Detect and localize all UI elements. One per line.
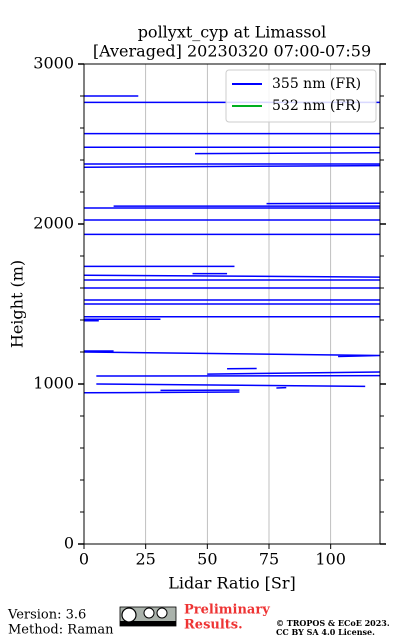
- legend-label: 532 nm (FR): [272, 98, 361, 114]
- copyright-text: © TROPOS & ECoE 2023.: [276, 618, 390, 628]
- chart-title: pollyxt_cyp at Limassol: [138, 23, 327, 42]
- cc-logo: [119, 606, 177, 627]
- y-tick-label: 0: [64, 534, 74, 553]
- legend-label: 355 nm (FR): [272, 76, 361, 92]
- x-axis-label: Lidar Ratio [Sr]: [168, 574, 296, 593]
- x-tick-label: 25: [135, 550, 155, 569]
- preliminary-text: Results.: [184, 618, 243, 633]
- chart-subtitle: [Averaged] 20230320 07:00-07:59: [93, 42, 371, 61]
- y-tick-label: 3000: [33, 54, 74, 73]
- x-tick-label: 0: [79, 550, 89, 569]
- x-tick-label: 75: [259, 550, 279, 569]
- x-tick-label: 100: [315, 550, 346, 569]
- preliminary-text: Preliminary: [184, 603, 270, 618]
- plot-frame: [83, 63, 381, 545]
- legend-box: [225, 69, 377, 123]
- y-tick-label: 1000: [33, 374, 74, 393]
- method-text: Method: Raman: [8, 623, 114, 638]
- y-tick-label: 2000: [33, 214, 74, 233]
- x-tick-label: 50: [197, 550, 217, 569]
- y-axis-label: Height (m): [8, 260, 27, 348]
- data-line: [84, 95, 380, 394]
- license-text: CC BY SA 4.0 License.: [276, 627, 375, 637]
- version-text: Version: 3.6: [7, 608, 86, 623]
